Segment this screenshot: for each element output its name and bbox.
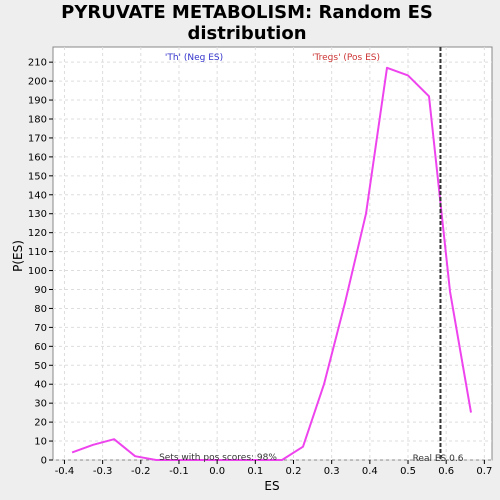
y-tick-label: 50 (34, 361, 47, 372)
y-tick-label: 200 (28, 77, 47, 88)
real-es-annotation: Real ES 0.6 (413, 454, 464, 464)
y-tick-label: 70 (34, 323, 47, 334)
y-tick-label: 30 (34, 399, 47, 410)
y-tick-label: 110 (28, 247, 47, 258)
series-layer (71, 66, 472, 461)
x-tick-label: -0.4 (55, 466, 75, 477)
x-tick-label: 0.4 (362, 466, 378, 477)
x-axis-ticks: -0.4 -0.3 -0.2 -0.1 0.0 0.1 0.2 0.3 0.4 0.5 0.6 0.7 (55, 460, 492, 477)
y-tick-label: 170 (28, 133, 47, 144)
y-tick-label: 20 (34, 418, 47, 429)
x-tick-label: 0.0 (209, 466, 225, 477)
x-tick-label: 0.1 (247, 466, 263, 477)
y-tick-label: 10 (34, 437, 47, 448)
y-tick-label: 0 (41, 456, 47, 467)
x-tick-label: -0.1 (169, 466, 189, 477)
es-series-line (71, 66, 472, 461)
x-tick-label: 0.3 (324, 466, 340, 477)
y-tick-label: 120 (28, 228, 47, 239)
grid-layer (53, 47, 492, 461)
plot-area (52, 46, 493, 461)
y-tick-label: 130 (28, 209, 47, 220)
y-tick-label: 140 (28, 190, 47, 201)
chart-title-line2: distribution (187, 23, 306, 44)
pos-es-label: 'Tregs' (Pos ES) (312, 53, 380, 63)
y-tick-label: 180 (28, 114, 47, 125)
y-tick-label: 90 (34, 285, 47, 296)
y-tick-label: 100 (28, 266, 47, 277)
y-axis-label: P(ES) (11, 240, 25, 272)
y-tick-label: 80 (34, 304, 47, 315)
y-tick-label: 60 (34, 342, 47, 353)
chart-title-line1: PYRUVATE METABOLISM: Random ES (61, 2, 433, 23)
y-tick-label: 150 (28, 171, 47, 182)
x-tick-label: 0.6 (438, 466, 454, 477)
x-tick-label: -0.3 (93, 466, 113, 477)
x-tick-label: 0.7 (476, 466, 492, 477)
pos-scores-annotation: Sets with pos scores: 98% (159, 453, 277, 463)
y-tick-label: 40 (34, 380, 47, 391)
y-tick-label: 160 (28, 152, 47, 163)
y-tick-label: 210 (28, 58, 47, 69)
x-axis-label: ES (264, 479, 279, 493)
neg-es-label: 'Th' (Neg ES) (165, 53, 223, 63)
x-tick-label: 0.5 (400, 466, 416, 477)
x-tick-label: 0.2 (286, 466, 302, 477)
x-tick-label: -0.2 (131, 466, 151, 477)
y-axis-ticks: 0 10 20 30 40 50 60 70 80 90 100 110 120 130 140 150 160… (28, 58, 53, 467)
y-tick-label: 190 (28, 96, 47, 107)
